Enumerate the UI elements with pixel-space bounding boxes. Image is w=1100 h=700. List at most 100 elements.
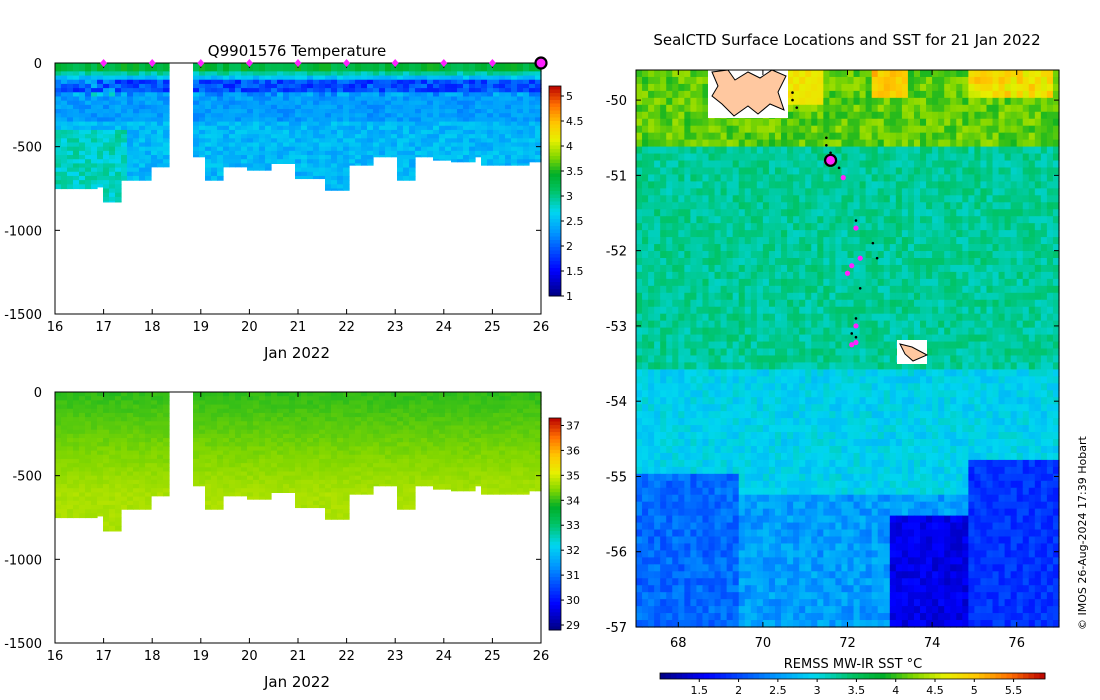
salinity-cell: [217, 471, 224, 477]
temperature-cell: [91, 180, 98, 185]
temperature-cell: [283, 83, 290, 89]
temperature-cell: [163, 129, 170, 135]
temperature-colorbar-swatch: [549, 229, 561, 234]
temperature-cell: [163, 88, 170, 93]
salinity-cell: [469, 408, 476, 414]
salinity-cell: [289, 479, 296, 485]
salinity-cell: [349, 492, 356, 495]
temperature-cell: [337, 92, 344, 98]
sst-cell: [950, 125, 957, 134]
temperature-cell: [223, 163, 230, 168]
salinity-cell: [373, 479, 380, 485]
salinity-cell: [475, 404, 482, 410]
salinity-cell: [271, 479, 278, 485]
temperature-cell: [313, 113, 320, 118]
salinity-cell: [421, 458, 428, 464]
sst-cell: [895, 118, 903, 127]
salinity-cell: [157, 433, 164, 439]
salinity-cell: [397, 458, 404, 464]
sst-cell: [913, 111, 921, 120]
salinity-cell: [55, 446, 62, 452]
salinity-cell: [415, 429, 422, 435]
salinity-cell: [427, 484, 434, 487]
temperature-cell: [451, 88, 458, 93]
temperature-cell: [481, 125, 488, 131]
salinity-cell: [343, 488, 350, 493]
temperature-cell: [217, 155, 224, 160]
salinity-cell: [367, 396, 374, 401]
salinity-cell: [499, 454, 506, 460]
temperature-cell: [313, 79, 320, 85]
temperature-cell: [73, 125, 80, 131]
temperature-cell: [61, 79, 68, 85]
salinity-x-tick-label: 21: [290, 649, 307, 664]
salinity-cell: [481, 488, 488, 493]
temperature-cell: [403, 100, 410, 106]
salinity-cell: [277, 450, 284, 456]
salinity-cell: [73, 471, 80, 477]
temperature-cell: [97, 96, 104, 102]
salinity-cell: [475, 412, 482, 418]
temperature-cell: [163, 83, 170, 89]
temperature-cell: [403, 125, 410, 131]
sst-cell: [1010, 125, 1018, 134]
salinity-cell: [481, 463, 488, 468]
temperature-cell: [121, 96, 128, 102]
temperature-cell: [211, 163, 218, 169]
salinity-cell: [397, 467, 404, 473]
salinity-cell: [475, 396, 482, 401]
salinity-cell: [211, 458, 218, 464]
temperature-cell: [133, 96, 140, 102]
salinity-cell: [73, 484, 80, 489]
salinity-cell: [253, 400, 260, 406]
salinity-cell: [289, 421, 296, 427]
temperature-cell: [511, 109, 518, 114]
temperature-cell: [289, 134, 296, 139]
salinity-cell: [409, 446, 416, 452]
temperature-cell: [517, 117, 524, 123]
salinity-cell: [163, 446, 170, 452]
temperature-cell: [385, 79, 392, 85]
temperature-cell: [331, 167, 338, 173]
sst-cell: [823, 97, 830, 106]
temperature-cell: [385, 71, 392, 77]
sst-cell: [1028, 118, 1036, 127]
sst-cell: [642, 97, 649, 106]
temperature-cell: [73, 71, 80, 77]
salinity-cell: [439, 488, 446, 490]
sst-cell: [829, 76, 837, 85]
salinity-cell: [73, 450, 80, 456]
salinity-cell: [151, 429, 158, 435]
salinity-cell: [133, 396, 140, 401]
sst-cell: [944, 76, 951, 85]
salinity-cell: [103, 400, 110, 406]
salinity-cell: [331, 475, 338, 481]
salinity-cell: [397, 396, 404, 401]
current-profile-marker: [534, 56, 548, 70]
temperature-cell: [421, 150, 428, 156]
temperature-cell: [217, 171, 224, 177]
sst-cell: [1040, 97, 1048, 106]
salinity-cell: [283, 396, 290, 401]
salinity-cell: [505, 392, 512, 397]
salinity-cell: [193, 471, 200, 477]
salinity-cell: [199, 479, 206, 485]
temperature-cell: [397, 100, 404, 106]
salinity-cell: [385, 392, 392, 397]
salinity-cell: [415, 454, 422, 460]
temperature-cell: [73, 100, 80, 106]
salinity-cell: [253, 442, 260, 447]
temperature-cell: [79, 79, 86, 85]
temperature-cell: [121, 88, 128, 93]
salinity-cell: [343, 421, 350, 427]
temperature-cell: [433, 79, 440, 85]
temperature-cell: [355, 71, 362, 77]
salinity-cell: [259, 475, 266, 481]
sst-cell: [871, 76, 879, 85]
salinity-cell: [463, 408, 470, 414]
salinity-cell: [307, 458, 314, 464]
temperature-cell: [445, 92, 452, 98]
temperature-cell: [523, 129, 530, 135]
temperature-cell: [67, 155, 74, 160]
temperature-cell: [517, 71, 524, 77]
